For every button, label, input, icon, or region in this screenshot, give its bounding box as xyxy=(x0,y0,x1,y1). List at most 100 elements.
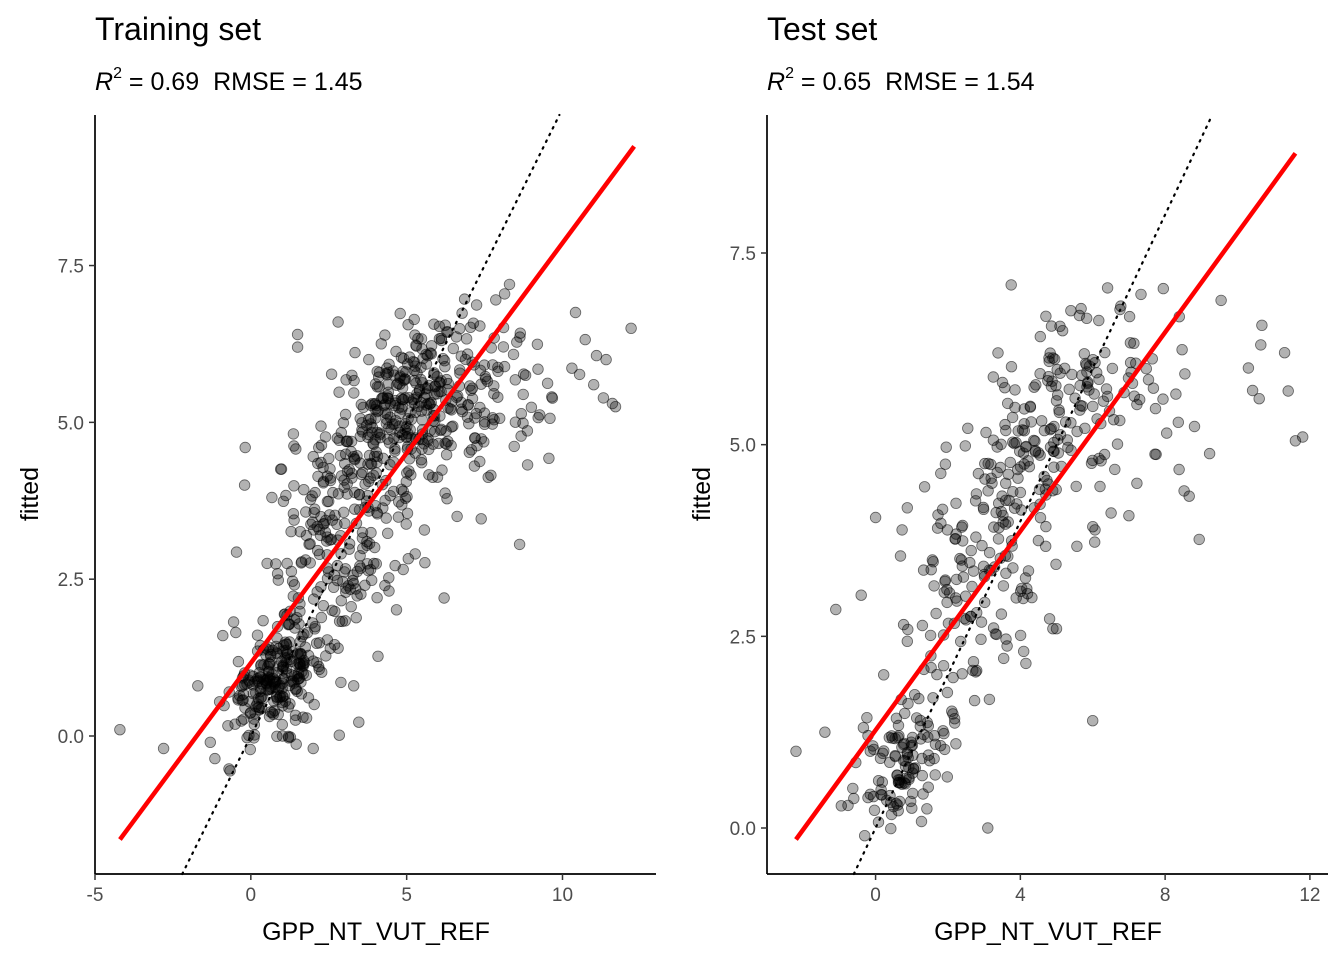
data-point xyxy=(461,411,474,423)
y-tick-label: 2.5 xyxy=(730,627,756,648)
data-point xyxy=(999,418,1011,431)
data-point xyxy=(995,438,1007,451)
data-point xyxy=(956,519,969,532)
data-point xyxy=(1099,346,1111,359)
r2-exponent: 2 xyxy=(113,65,122,82)
data-point xyxy=(420,388,433,400)
data-point xyxy=(918,481,931,493)
data-point xyxy=(323,509,336,521)
data-point xyxy=(377,502,389,514)
data-point xyxy=(369,541,381,554)
data-point xyxy=(1050,623,1063,635)
identity-line xyxy=(852,113,1214,876)
data-point xyxy=(428,318,440,330)
data-point xyxy=(488,380,500,392)
data-point xyxy=(333,434,345,447)
data-point xyxy=(438,355,451,367)
data-point xyxy=(290,738,302,750)
data-point xyxy=(600,353,612,366)
data-point xyxy=(941,686,954,699)
data-point xyxy=(390,604,403,616)
data-point xyxy=(294,526,307,538)
data-point xyxy=(521,425,534,437)
data-point xyxy=(1101,282,1114,294)
r2-symbol: R xyxy=(95,68,113,96)
x-tick-label: 0 xyxy=(870,885,881,906)
data-point xyxy=(263,710,276,723)
data-point xyxy=(239,441,251,454)
data-point xyxy=(498,288,511,300)
data-point xyxy=(482,471,494,484)
data-point xyxy=(401,467,413,479)
data-point xyxy=(518,368,530,380)
data-point xyxy=(255,691,268,703)
data-point xyxy=(519,369,532,382)
data-point xyxy=(349,346,361,359)
data-point xyxy=(546,392,559,404)
data-point xyxy=(1051,363,1063,376)
data-point xyxy=(982,822,994,834)
data-point xyxy=(270,558,282,570)
data-point xyxy=(531,338,544,351)
data-point xyxy=(1020,441,1032,453)
data-point xyxy=(937,660,950,672)
data-point xyxy=(1147,382,1160,394)
data-point xyxy=(241,732,253,744)
data-point xyxy=(847,782,859,795)
data-point xyxy=(454,364,466,376)
r2-value: = 0.69 xyxy=(122,68,199,96)
data-point xyxy=(606,397,619,410)
data-point xyxy=(431,471,444,483)
data-point xyxy=(509,416,522,428)
data-point xyxy=(982,485,994,497)
data-point xyxy=(901,635,914,648)
rmse-value: RMSE = 1.54 xyxy=(885,68,1034,96)
data-point xyxy=(217,629,229,642)
data-point xyxy=(338,566,351,578)
data-point xyxy=(257,615,269,627)
data-point xyxy=(393,401,405,414)
data-point xyxy=(914,714,927,727)
data-point xyxy=(998,652,1010,665)
data-point xyxy=(573,368,586,381)
data-point xyxy=(288,480,300,492)
data-point xyxy=(946,705,958,717)
data-point xyxy=(1014,445,1026,458)
data-point xyxy=(1029,435,1041,447)
data-point xyxy=(928,730,941,742)
data-point xyxy=(300,506,312,518)
data-point xyxy=(340,374,352,386)
y-tick-label: 7.5 xyxy=(730,244,756,265)
data-point xyxy=(916,619,929,632)
data-point xyxy=(382,378,394,391)
data-point xyxy=(1007,486,1019,498)
data-point xyxy=(236,679,249,692)
data-point xyxy=(1008,502,1021,514)
data-point xyxy=(470,299,483,311)
data-point xyxy=(1042,375,1054,387)
data-point xyxy=(345,601,357,613)
data-point xyxy=(1106,362,1119,375)
data-point xyxy=(1030,379,1042,391)
data-point xyxy=(341,465,354,478)
data-point xyxy=(419,557,431,569)
data-point xyxy=(1020,657,1032,670)
data-point xyxy=(315,511,327,523)
data-point xyxy=(1074,404,1086,416)
data-point xyxy=(956,560,969,572)
data-point xyxy=(1032,447,1045,459)
data-point xyxy=(1128,390,1141,402)
data-point xyxy=(255,658,267,671)
data-point xyxy=(280,489,292,502)
data-point xyxy=(412,332,424,345)
data-point xyxy=(1124,356,1137,369)
data-point xyxy=(1015,585,1027,598)
data-point xyxy=(402,553,415,565)
data-point xyxy=(1242,362,1255,374)
data-point xyxy=(204,736,217,749)
data-point xyxy=(468,460,481,472)
data-point xyxy=(315,611,328,624)
data-point xyxy=(541,377,554,390)
data-point xyxy=(1093,373,1105,386)
data-point xyxy=(390,379,403,391)
